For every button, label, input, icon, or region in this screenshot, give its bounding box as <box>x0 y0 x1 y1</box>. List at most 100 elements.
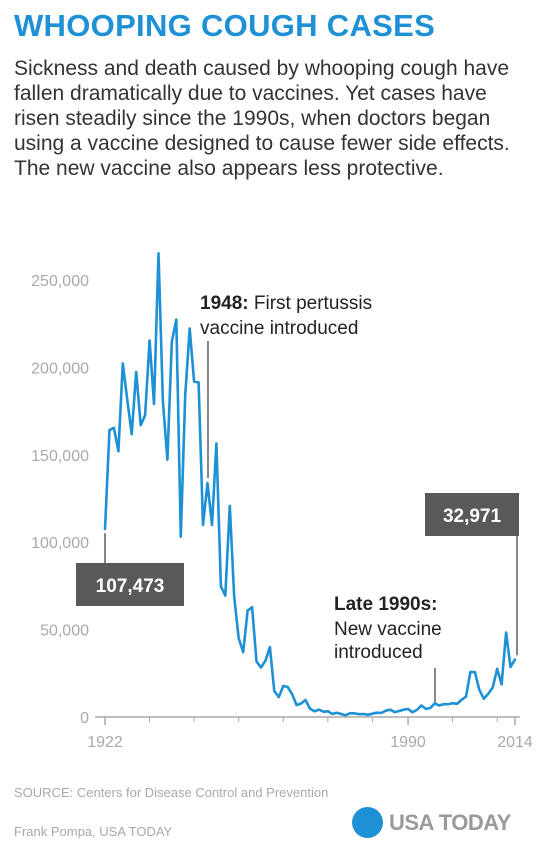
data-point <box>237 637 240 640</box>
data-point <box>121 362 125 365</box>
line-chart: 0 50,000 100,000 150,000 200,000 250,000 1922… <box>31 252 533 751</box>
data-point <box>250 606 254 609</box>
data-point <box>473 671 477 674</box>
callout-first-value: 107,473 <box>96 576 165 597</box>
chart-subtitle: Sickness and death caused by whooping co… <box>14 57 510 180</box>
data-point <box>184 394 187 397</box>
data-point <box>264 659 267 662</box>
data-point <box>460 698 463 702</box>
data-point <box>353 712 356 715</box>
data-point <box>135 370 138 374</box>
data-point <box>509 665 512 669</box>
annotation-1948: 1948: First pertussis <box>200 293 372 314</box>
callout-last-value-box <box>425 493 519 536</box>
data-point <box>482 697 485 700</box>
data-point <box>175 318 178 321</box>
data-point <box>362 712 365 716</box>
data-point <box>464 695 468 698</box>
data-point <box>255 660 258 663</box>
usa-today-dot-icon <box>352 807 383 838</box>
data-point <box>242 650 245 654</box>
data-point <box>371 712 374 715</box>
credit-line: Frank Pompa, USA TODAY <box>14 824 173 839</box>
data-point <box>313 710 316 713</box>
data-point <box>491 686 494 689</box>
data-point <box>304 698 307 702</box>
x-tick-label: 2014 <box>497 734 533 751</box>
annotation-1948-text: First pertussis <box>249 293 373 314</box>
data-point <box>513 658 517 661</box>
data-point <box>210 523 214 527</box>
data-point <box>469 670 472 674</box>
data-point <box>112 426 116 429</box>
data-point <box>148 339 151 342</box>
data-point <box>233 595 236 599</box>
data-point <box>366 713 370 716</box>
data-point <box>179 535 182 538</box>
source-note: SOURCE: Centers for Disease Control and … <box>14 785 329 800</box>
data-point <box>268 645 272 649</box>
data-point <box>299 702 303 705</box>
data-point <box>219 585 223 588</box>
data-point <box>246 609 249 612</box>
data-point <box>380 711 383 715</box>
data-point <box>344 714 347 717</box>
data-point <box>340 712 343 716</box>
data-point <box>478 688 481 691</box>
data-point <box>335 711 338 714</box>
data-point <box>228 504 231 508</box>
data-point <box>406 707 410 711</box>
data-point <box>166 458 169 461</box>
data-point <box>451 702 454 705</box>
data-point <box>500 683 503 686</box>
data-point <box>139 424 142 427</box>
data-point <box>384 709 387 712</box>
data-point <box>420 704 423 707</box>
data-point <box>273 689 276 693</box>
usa-today-wordmark: USA TODAY <box>389 809 511 835</box>
data-point <box>504 631 508 634</box>
annotation-leader-lines <box>104 341 518 705</box>
data-point <box>286 685 289 689</box>
data-point <box>192 380 196 383</box>
data-point <box>429 706 432 710</box>
data-point <box>197 381 200 384</box>
data-point <box>161 400 165 403</box>
data-point <box>157 252 160 255</box>
data-point <box>201 523 205 527</box>
y-tick-label: 200,000 <box>31 360 89 377</box>
data-point <box>259 666 263 669</box>
data-point <box>143 414 147 417</box>
data-point <box>433 702 436 705</box>
data-point <box>295 703 298 707</box>
y-tick-label: 250,000 <box>31 273 89 290</box>
y-tick-label: 100,000 <box>31 535 89 552</box>
data-point <box>152 402 156 406</box>
data-point <box>117 450 120 453</box>
data-point <box>438 704 441 707</box>
data-point <box>487 692 490 695</box>
data-point <box>402 708 405 711</box>
data-point <box>170 340 173 343</box>
data-point <box>424 707 428 711</box>
data-point <box>282 684 285 688</box>
callout-last-value: 32,971 <box>443 506 502 527</box>
x-tick-label: 1922 <box>87 734 123 751</box>
data-point <box>326 710 329 713</box>
x-axis: 1922 1990 2014 <box>87 716 533 751</box>
data-point <box>215 442 218 445</box>
data-point <box>188 327 191 330</box>
data-point <box>206 481 209 485</box>
data-point <box>397 709 401 713</box>
data-point <box>496 667 499 670</box>
data-point <box>224 594 227 597</box>
series-points <box>103 252 517 717</box>
annotation-1948-line2: vaccine introduced <box>200 318 358 339</box>
data-point <box>130 433 133 436</box>
data-point <box>348 712 352 715</box>
data-point <box>331 712 334 716</box>
annotation-late-1990s-title: Late 1990s: <box>334 594 438 615</box>
y-axis-ticks: 0 50,000 100,000 150,000 200,000 250,000 <box>31 273 89 727</box>
usa-today-logo: USA TODAY <box>352 807 511 838</box>
callout-first-value-box <box>76 563 184 606</box>
